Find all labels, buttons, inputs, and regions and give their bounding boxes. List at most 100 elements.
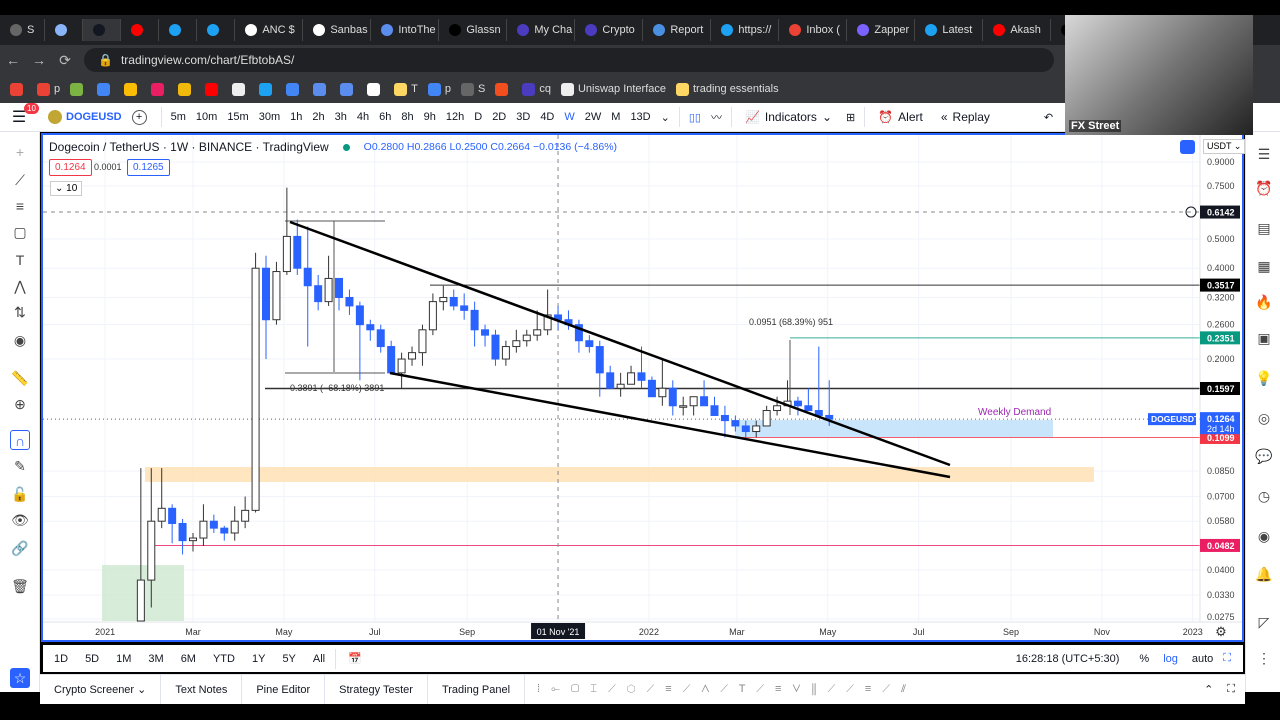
trendline-icon[interactable]: ⟋ <box>15 172 25 188</box>
favorites-star-icon[interactable]: ☆ <box>10 668 30 688</box>
browser-tab[interactable] <box>45 19 84 41</box>
collapse-panel-icon[interactable]: ⌃ <box>1204 684 1214 696</box>
browser-tab[interactable]: Crypto <box>575 19 644 41</box>
interval-5m[interactable]: 5m <box>170 111 186 123</box>
bookmark[interactable]: p <box>37 82 60 96</box>
drag-icon[interactable]: ⋮ <box>1257 650 1271 666</box>
bookmark[interactable] <box>10 82 27 96</box>
percent-toggle[interactable]: % <box>1139 652 1150 665</box>
range-5Y[interactable]: 5Y <box>282 652 296 665</box>
magnet-icon[interactable]: ∩ <box>10 430 30 450</box>
interval-6h[interactable]: 6h <box>379 111 392 123</box>
lock-drawings-icon[interactable]: ✎ <box>14 458 26 474</box>
browser-tab[interactable]: My Cha <box>507 19 576 41</box>
interval-12h[interactable]: 12h <box>445 111 465 123</box>
prediction-icon[interactable]: ⇅ <box>14 304 26 320</box>
bookmark[interactable] <box>367 82 384 96</box>
browser-tab[interactable]: Sanbas <box>303 19 372 41</box>
browser-tab[interactable]: Latest <box>915 19 984 41</box>
compare-add-icon[interactable]: + <box>131 109 147 125</box>
range-All[interactable]: All <box>312 652 326 665</box>
streams-icon[interactable]: ◎ <box>1257 410 1271 426</box>
news-icon[interactable]: ▦ <box>1257 258 1271 274</box>
ruler-icon[interactable]: 📏 <box>11 370 29 386</box>
interval-10m[interactable]: 10m <box>195 111 218 123</box>
interval-3D[interactable]: 3D <box>516 111 531 123</box>
interval-D[interactable]: D <box>474 111 483 123</box>
add-alert-plus-icon[interactable] <box>1185 206 1197 218</box>
url-input[interactable]: 🔒 tradingview.com/chart/EfbtobAS/ <box>84 48 1054 72</box>
browser-tab[interactable] <box>159 19 198 41</box>
ideas-stream-icon[interactable]: 🔔 <box>1255 566 1273 582</box>
browser-tab[interactable]: ANC $ <box>235 19 304 41</box>
interval-2W[interactable]: 2W <box>584 111 602 123</box>
bookmark[interactable] <box>205 82 222 96</box>
interval-1h[interactable]: 1h <box>290 111 303 123</box>
log-toggle[interactable]: log <box>1163 652 1178 665</box>
interval-2D[interactable]: 2D <box>492 111 507 123</box>
help-icon[interactable]: ◸ <box>1258 614 1270 630</box>
bookmark[interactable] <box>313 82 330 96</box>
alerts-icon[interactable]: ⏰ <box>1255 180 1273 196</box>
panel-tab[interactable]: Text Notes <box>161 675 243 704</box>
interval-4D[interactable]: 4D <box>540 111 555 123</box>
browser-tab[interactable]: Glassn <box>439 19 508 41</box>
zoom-in-icon[interactable]: ⊕ <box>14 396 26 412</box>
interval-15m[interactable]: 15m <box>227 111 249 123</box>
interval-9h[interactable]: 9h <box>423 111 436 123</box>
calendar-icon[interactable]: ▣ <box>1257 330 1271 346</box>
data-window-icon[interactable]: ▤ <box>1257 220 1271 236</box>
brush-icon[interactable]: ◉ <box>13 332 27 348</box>
bookmark[interactable] <box>286 82 303 96</box>
text-icon[interactable]: T <box>15 252 25 268</box>
bookmark[interactable]: S <box>460 82 485 96</box>
bookmark[interactable] <box>124 82 141 96</box>
browser-tab[interactable]: IntoThe <box>371 19 440 41</box>
range-1D[interactable]: 1D <box>54 652 69 665</box>
trash-icon[interactable]: 🗑 <box>11 578 29 594</box>
panel-tab[interactable]: Trading Panel <box>428 675 526 704</box>
symbol-search[interactable]: DOGEUSD <box>66 111 122 123</box>
layouts-icon[interactable]: ⊞ <box>846 111 856 124</box>
range-5D[interactable]: 5D <box>85 652 100 665</box>
interval-2h[interactable]: 2h <box>312 111 325 123</box>
interval-more-icon[interactable]: ⌄ <box>660 111 670 124</box>
notifications-icon[interactable]: ◷ <box>1257 488 1271 504</box>
panel-tab[interactable]: Strategy Tester <box>325 675 428 704</box>
bookmark[interactable] <box>340 82 357 96</box>
forward-icon[interactable]: → <box>32 52 46 68</box>
bookmark[interactable]: p <box>427 82 451 96</box>
replay-button[interactable]: «Replay <box>940 110 990 124</box>
interval-8h[interactable]: 8h <box>401 111 414 123</box>
panel-tab[interactable]: Pine Editor <box>242 675 326 704</box>
candles-style-icon[interactable]: ▯▯ <box>688 111 701 124</box>
bookmark[interactable] <box>259 82 276 96</box>
buy-price-button[interactable]: 0.1265 <box>127 159 170 176</box>
bookmark[interactable] <box>151 82 168 96</box>
menu-icon[interactable]: ☰ 10 <box>0 103 39 127</box>
interval-3h[interactable]: 3h <box>334 111 347 123</box>
ideas-icon[interactable]: 💡 <box>1255 370 1273 386</box>
bookmark[interactable]: trading essentials <box>676 82 779 96</box>
reload-icon[interactable]: ⟳ <box>59 51 71 68</box>
browser-tab[interactable]: S <box>0 19 46 41</box>
broadcast-icon[interactable]: ◉ <box>1257 528 1271 544</box>
browser-tab[interactable]: Zapper <box>847 19 916 41</box>
price-chart[interactable]: 0.3891 (−68.18%) 3891 0.0951 (68.39%) 951… <box>43 135 1244 642</box>
range-1M[interactable]: 1M <box>116 652 132 665</box>
indicators-button[interactable]: 📈 Indicators ⌄ <box>744 110 832 124</box>
interval-13D[interactable]: 13D <box>630 111 651 123</box>
browser-tab[interactable]: https:// <box>711 19 780 41</box>
panel-tab[interactable]: Crypto Screener ⌄ <box>40 675 162 704</box>
maximize-panel-icon[interactable]: ⛶ <box>1227 683 1235 695</box>
interval-W[interactable]: W <box>564 111 575 123</box>
browser-tab[interactable] <box>197 19 236 41</box>
crosshair-icon[interactable]: + <box>15 144 25 160</box>
range-YTD[interactable]: YTD <box>212 652 235 665</box>
fib-icon[interactable]: ≡ <box>15 198 25 214</box>
fullscreen-icon[interactable]: ⛶ <box>1223 652 1231 664</box>
browser-tab[interactable]: Report <box>643 19 712 41</box>
bookmark[interactable]: Uniswap Interface <box>560 82 666 96</box>
bookmark[interactable] <box>495 82 512 96</box>
interval-M[interactable]: M <box>611 111 621 123</box>
